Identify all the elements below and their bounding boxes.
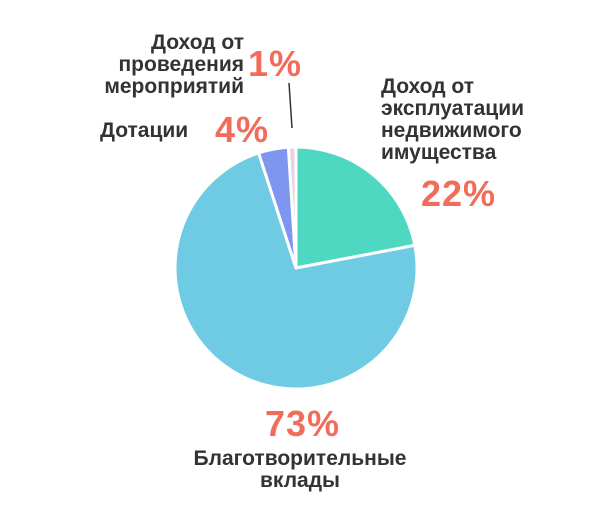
label-property-income: Доход от эксплуатации недвижимого имущес… bbox=[381, 75, 525, 164]
leader-line-events bbox=[288, 82, 293, 129]
label-donations: Благотворительные вклады bbox=[193, 447, 407, 492]
label-events-income: Доход от проведения мероприятий bbox=[104, 31, 244, 98]
slice-donations bbox=[173, 151, 419, 391]
slice-property-income bbox=[294, 145, 417, 270]
percent-events-income: 1% bbox=[248, 43, 303, 84]
percent-subsidies: 4% bbox=[215, 109, 270, 150]
label-subsidies: Дотации bbox=[100, 119, 189, 142]
percent-donations: 73% bbox=[265, 403, 341, 444]
percent-property-income: 22% bbox=[421, 173, 497, 214]
slice-events-income bbox=[286, 145, 298, 270]
